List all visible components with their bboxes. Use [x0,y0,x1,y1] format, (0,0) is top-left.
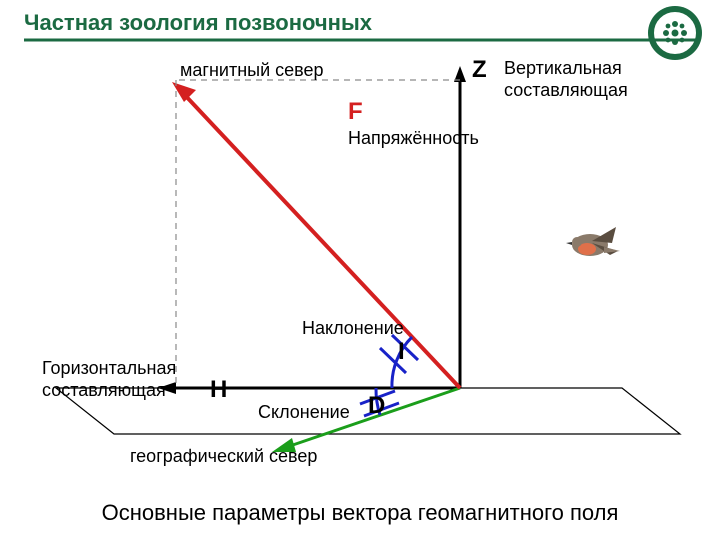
magnetic-north-label: магнитный север [180,60,324,81]
dashed-guides [176,80,460,388]
page-title: Частная зоология позвоночных [24,10,372,36]
inclination-label: Наклонение [302,318,404,339]
logo-glyph [654,12,696,54]
logo [648,6,702,60]
h-letter: H [210,376,227,404]
horizontal-component-label: Горизонтальнаясоставляющая [42,358,176,401]
intensity-label: Напряжённость [348,128,479,149]
h-axis [158,382,460,394]
z-letter: Z [472,56,487,84]
z-axis [454,66,466,388]
f-letter: F [348,98,363,126]
geographic-north-label: географический север [130,446,317,467]
i-letter: I [398,338,405,366]
vertical-component-label: Вертикальнаясоставляющая [504,58,628,101]
logo-inner [652,10,698,56]
d-letter: D [368,392,385,420]
declination-label: Склонение [258,402,350,423]
bird-icon [566,227,620,256]
caption: Основные параметры вектора геомагнитного… [0,500,720,526]
